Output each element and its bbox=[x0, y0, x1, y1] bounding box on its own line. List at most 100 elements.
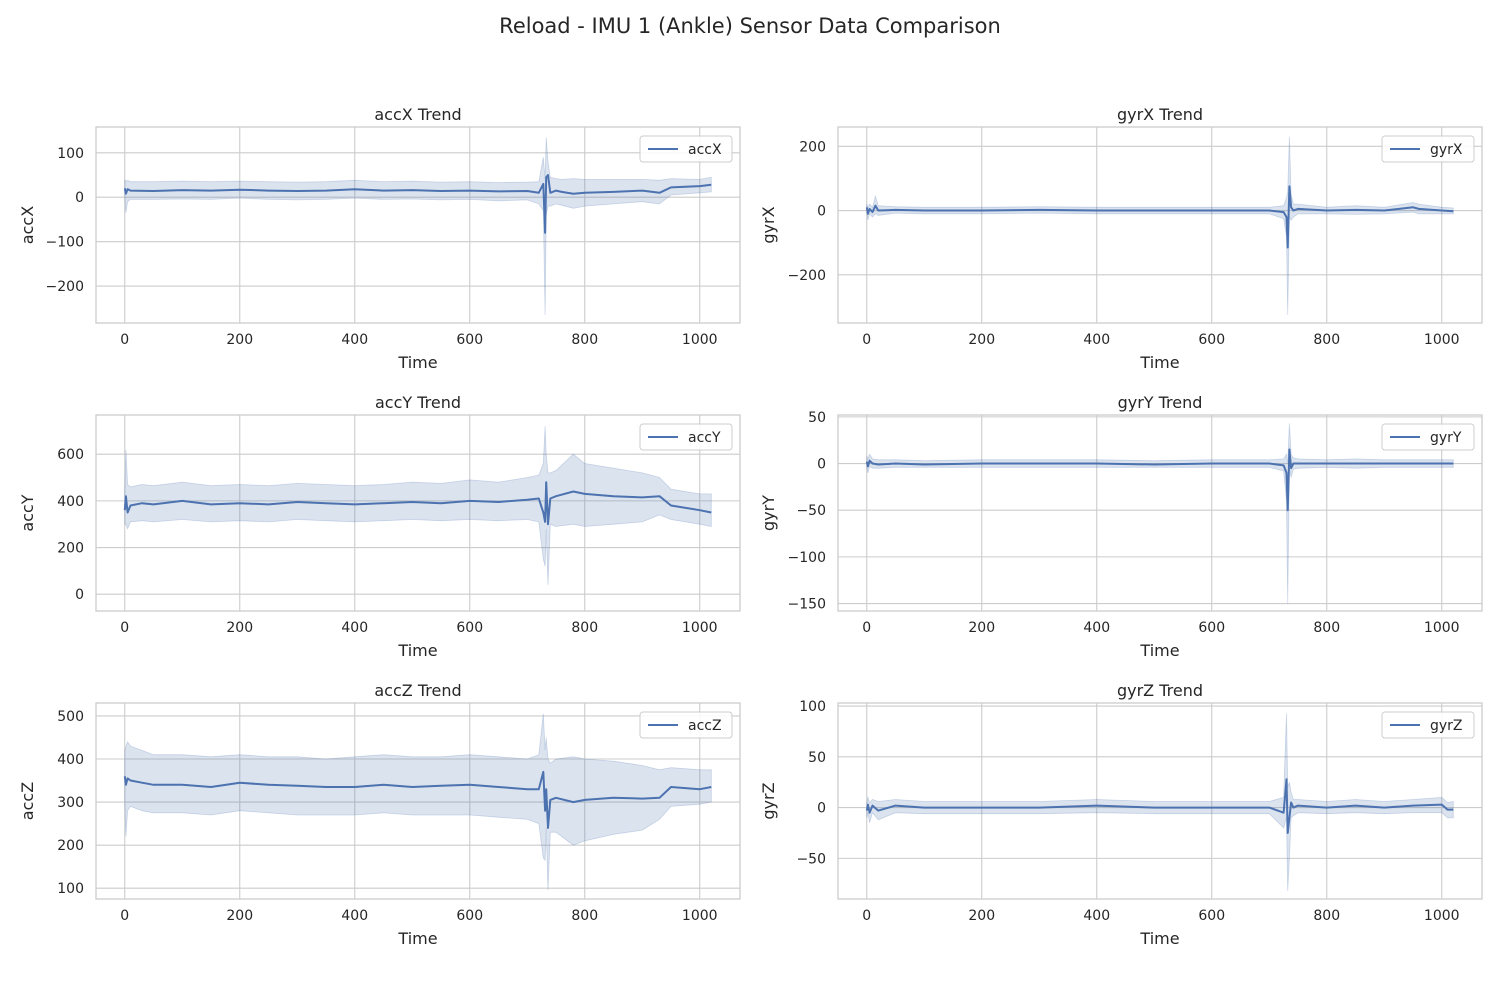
gyrx-axes-frame bbox=[837, 126, 1483, 324]
gyry-x-axis-label: Time bbox=[1139, 641, 1179, 660]
accy-chart-title: accY Trend bbox=[375, 393, 461, 412]
gyrz-y-tick-label: −50 bbox=[796, 851, 826, 867]
accz-y-tick-label: 500 bbox=[57, 709, 84, 725]
gyrx-x-tick-label: 800 bbox=[1313, 332, 1340, 348]
accy-legend-label: accY bbox=[688, 430, 721, 446]
gyrx-x-tick-label: 600 bbox=[1198, 332, 1225, 348]
gyrz-panel: 0 200 400 600 800 1000 −50 0 50 100 gyrZ Trend Time… bbox=[759, 681, 1483, 948]
accz-y-tick-label: 300 bbox=[57, 795, 84, 811]
accy-axes-frame bbox=[95, 414, 741, 612]
gyry-x-tick-label: 1000 bbox=[1424, 620, 1460, 636]
gyrx-x-tick-label: 200 bbox=[968, 332, 995, 348]
accz-legend-label: accZ bbox=[688, 718, 722, 734]
accy-y-axis-label: accY bbox=[18, 494, 37, 531]
accy-confidence-band bbox=[124, 426, 712, 585]
gyrz-x-tick-label: 600 bbox=[1198, 908, 1225, 924]
gyry-chart-title: gyrY Trend bbox=[1118, 393, 1203, 412]
accy-y-tick-label: 600 bbox=[57, 447, 84, 463]
accx-y-tick-label: 100 bbox=[57, 146, 84, 162]
accx-x-tick-label: 600 bbox=[456, 332, 483, 348]
accy-legend: accY bbox=[639, 423, 733, 451]
gyrx-y-tick-label: 0 bbox=[817, 204, 826, 220]
accy-x-tick-label: 400 bbox=[341, 620, 368, 636]
accy-x-tick-label: 800 bbox=[571, 620, 598, 636]
gyrz-legend: gyrZ bbox=[1381, 711, 1475, 739]
gyry-axes-frame bbox=[837, 414, 1483, 612]
accz-y-tick-label: 400 bbox=[57, 752, 84, 768]
gyrz-mean-line bbox=[865, 778, 1454, 834]
accy-x-tick-label: 1000 bbox=[682, 620, 718, 636]
gyry-y-tick-label: −150 bbox=[788, 597, 826, 613]
accx-x-tick-label: 1000 bbox=[682, 332, 718, 348]
accz-mean-line bbox=[123, 770, 712, 829]
gyry-legend-label: gyrY bbox=[1430, 430, 1462, 446]
gyrx-panel: 0 200 400 600 800 1000 −200 0 200 gyrX Trend Time g… bbox=[759, 105, 1483, 372]
accz-axes-frame bbox=[95, 702, 741, 900]
gyrx-x-axis-label: Time bbox=[1139, 353, 1179, 372]
gyrx-x-tick-label: 1000 bbox=[1424, 332, 1460, 348]
gyrx-y-axis-label: gyrX bbox=[759, 206, 778, 243]
accz-y-tick-label: 200 bbox=[57, 838, 84, 854]
gyry-legend: gyrY bbox=[1381, 423, 1475, 451]
accy-y-tick-label: 200 bbox=[57, 541, 84, 557]
accz-confidence-band bbox=[124, 713, 712, 891]
accx-y-axis-label: accX bbox=[18, 206, 37, 244]
accy-x-axis-label: Time bbox=[397, 641, 437, 660]
gyry-mean-line bbox=[865, 448, 1454, 512]
gyrz-x-tick-label: 0 bbox=[862, 908, 871, 924]
accz-panel: 0 200 400 600 800 1000 100 200 300 400 500 accZ Tre… bbox=[18, 681, 741, 948]
gyry-y-tick-label: −50 bbox=[796, 503, 826, 519]
gyrz-chart-title: gyrZ Trend bbox=[1117, 681, 1203, 700]
accy-legend-box bbox=[639, 423, 733, 451]
accz-x-tick-label: 800 bbox=[571, 908, 598, 924]
gyrz-x-axis-label: Time bbox=[1139, 929, 1179, 948]
gyry-legend-box bbox=[1381, 423, 1475, 451]
accy-mean-line bbox=[123, 481, 712, 526]
gyry-y-tick-label: −100 bbox=[788, 550, 826, 566]
gyrz-y-tick-label: 100 bbox=[799, 699, 826, 715]
gyry-y-axis-label: gyrY bbox=[759, 495, 778, 531]
accx-y-tick-label: −200 bbox=[46, 279, 84, 295]
gyry-x-tick-label: 800 bbox=[1313, 620, 1340, 636]
accz-legend-box bbox=[639, 711, 733, 739]
gyrx-chart-title: gyrX Trend bbox=[1117, 105, 1203, 124]
gyry-x-tick-label: 400 bbox=[1083, 620, 1110, 636]
accy-panel: 0 200 400 600 800 1000 0 200 400 600 accY Trend Tim… bbox=[18, 393, 741, 660]
gyry-y-tick-label: 0 bbox=[817, 457, 826, 473]
gyrz-legend-label: gyrZ bbox=[1430, 718, 1463, 734]
gyrz-y-axis-label: gyrZ bbox=[759, 782, 778, 819]
gyry-panel: 0 200 400 600 800 1000 −150 −100 −50 0 50 gyrY Tren… bbox=[759, 393, 1483, 660]
accx-confidence-band bbox=[124, 137, 712, 316]
accz-x-tick-label: 400 bbox=[341, 908, 368, 924]
accx-x-tick-label: 800 bbox=[571, 332, 598, 348]
gyry-y-tick-label: 50 bbox=[808, 410, 826, 426]
accx-x-axis-label: Time bbox=[397, 353, 437, 372]
gyrx-x-tick-label: 400 bbox=[1083, 332, 1110, 348]
gyry-x-tick-label: 200 bbox=[968, 620, 995, 636]
accx-mean-line bbox=[123, 174, 712, 234]
accx-legend-label: accX bbox=[688, 142, 722, 158]
accx-y-tick-label: 0 bbox=[75, 190, 84, 206]
gyry-x-tick-label: 600 bbox=[1198, 620, 1225, 636]
gyrx-legend-box bbox=[1381, 135, 1475, 163]
accy-y-tick-label: 400 bbox=[57, 494, 84, 510]
accz-chart-title: accZ Trend bbox=[374, 681, 461, 700]
gyrx-y-tick-label: −200 bbox=[788, 268, 826, 284]
gyrz-confidence-band bbox=[866, 713, 1454, 891]
gyrx-legend-label: gyrX bbox=[1430, 142, 1463, 158]
accx-chart-title: accX Trend bbox=[374, 105, 461, 124]
accz-y-axis-label: accZ bbox=[18, 782, 37, 820]
gyrz-x-tick-label: 200 bbox=[968, 908, 995, 924]
accx-legend: accX bbox=[639, 135, 733, 163]
gyrx-legend: gyrX bbox=[1381, 135, 1475, 163]
gyrz-x-tick-label: 800 bbox=[1313, 908, 1340, 924]
accz-x-tick-label: 1000 bbox=[682, 908, 718, 924]
gyrz-legend-box bbox=[1381, 711, 1475, 739]
accz-x-axis-label: Time bbox=[397, 929, 437, 948]
gyry-confidence-band bbox=[866, 423, 1454, 604]
accx-y-tick-label: −100 bbox=[46, 235, 84, 251]
gyrx-mean-line bbox=[865, 185, 1454, 249]
accz-x-tick-label: 600 bbox=[456, 908, 483, 924]
accz-y-tick-label: 100 bbox=[57, 881, 84, 897]
